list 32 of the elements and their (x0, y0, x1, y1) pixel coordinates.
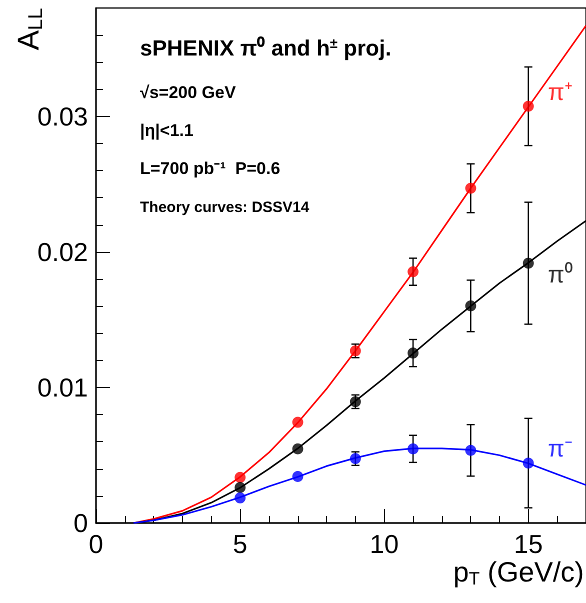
y-tick-label: 0 (74, 508, 88, 538)
point (292, 471, 304, 482)
y-tick-label: 0.01 (37, 372, 88, 402)
y-tick-label: 0.03 (37, 101, 88, 132)
point (522, 458, 534, 469)
annotation: √s=200 GeV (140, 83, 236, 102)
text: sPHENIX π⁰ and h± proj. (140, 35, 392, 60)
point (408, 443, 419, 454)
series-label: π⁰ (548, 262, 572, 289)
annotation: Theory curves: DSSV14 (140, 199, 310, 216)
point (522, 258, 534, 269)
line-series (132, 24, 586, 524)
annotation: L=700 pb⁻¹ P=0.6 (140, 159, 280, 178)
x-tick-label: 10 (370, 529, 399, 559)
x-tick-label: 15 (514, 529, 543, 559)
point (292, 443, 304, 454)
x-tick-label: 5 (232, 529, 248, 559)
point (465, 300, 476, 312)
series-label: π⁻ (548, 436, 572, 463)
y-axis-title: ALL (12, 8, 47, 50)
series-label: π⁺ (548, 78, 572, 106)
annotation: |η|<1.1 (140, 121, 194, 140)
point (522, 100, 534, 112)
point (465, 182, 476, 194)
point (465, 444, 476, 456)
point (292, 416, 304, 428)
point (234, 492, 246, 504)
point (408, 266, 419, 278)
point (234, 472, 246, 483)
point (408, 348, 419, 359)
y-tick-label: 0.02 (37, 236, 88, 267)
point (234, 482, 246, 493)
